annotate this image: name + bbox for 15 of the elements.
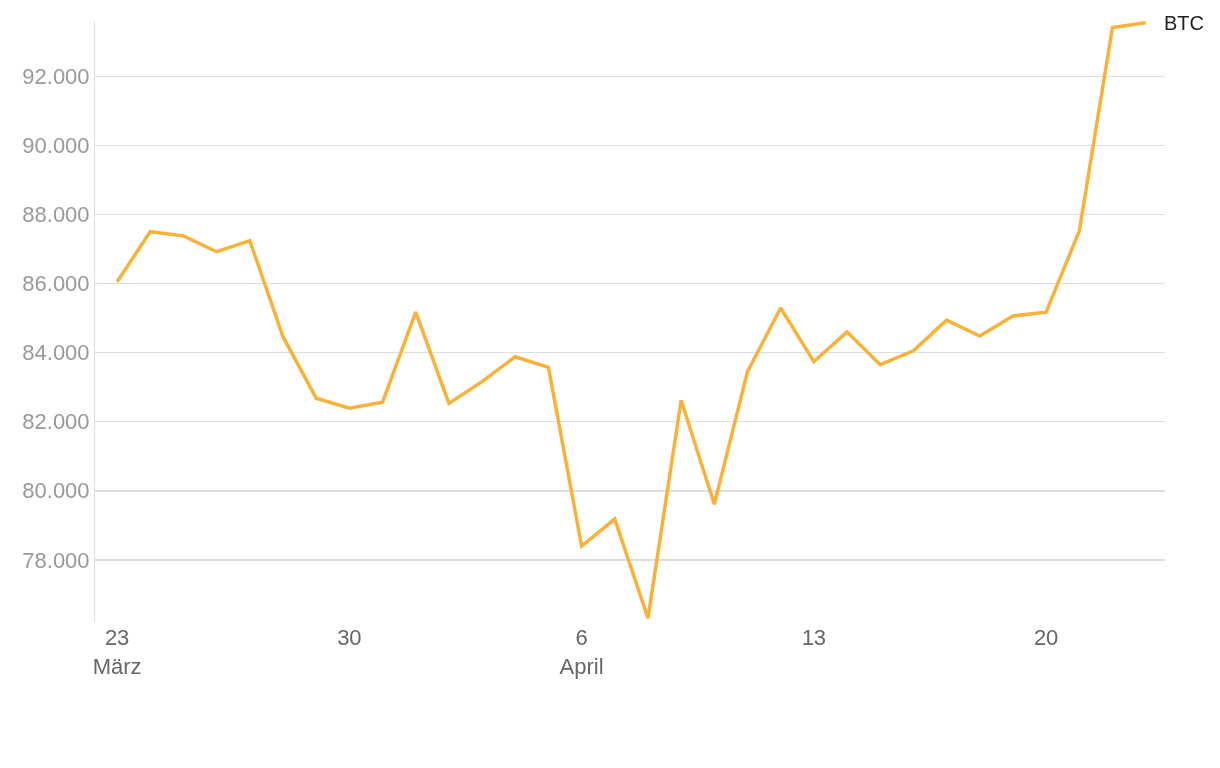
- y-tick-label: 88.000: [22, 202, 90, 228]
- y-tick-label: 86.000: [22, 271, 90, 297]
- series-label: BTC: [1164, 12, 1204, 34]
- x-tick-label: 30: [337, 625, 362, 650]
- y-tick-label: 80.000: [22, 478, 90, 504]
- line-series: [115, 21, 1148, 620]
- y-tick-label: 90.000: [22, 133, 90, 159]
- x-tick-label: 13: [801, 625, 827, 650]
- y-tick-label: 78.000: [22, 547, 90, 573]
- x-tick-label: 6 April: [559, 625, 604, 679]
- y-tick-label: 92.000: [22, 63, 90, 89]
- x-tick-label: 23 März: [92, 625, 142, 679]
- x-tick-label: 20: [1033, 625, 1059, 650]
- y-tick-label: 84.000: [22, 340, 90, 366]
- y-tick-label: 82.000: [22, 409, 90, 435]
